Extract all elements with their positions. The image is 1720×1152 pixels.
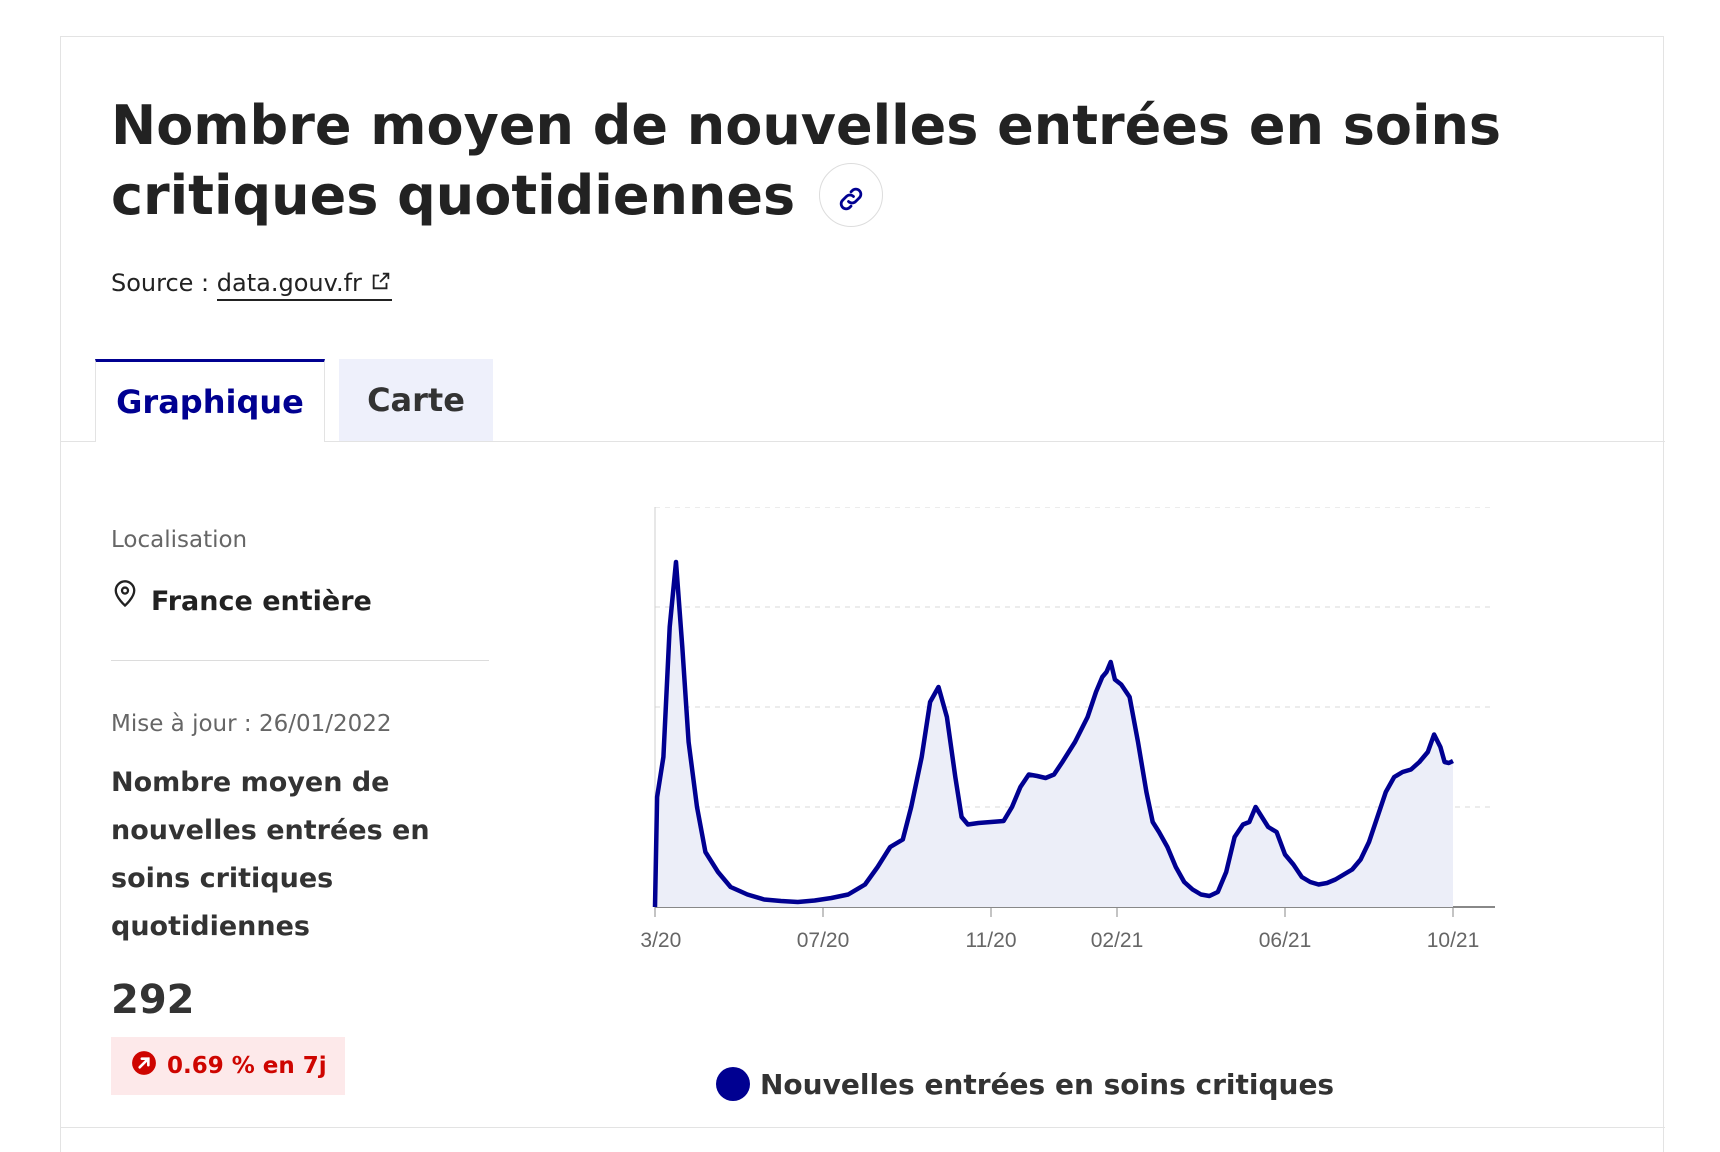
x-tick-label: 06/21 — [1259, 929, 1312, 952]
page-title: Nombre moyen de nouvelles entrées en soi… — [111, 91, 1611, 231]
indicator-card: Nombre moyen de nouvelles entrées en soi… — [60, 36, 1665, 1152]
series-line — [652, 559, 1454, 908]
source-label: Source : — [111, 269, 210, 297]
card-divider — [61, 1127, 1665, 1128]
external-link-icon — [370, 270, 392, 298]
link-icon — [839, 187, 863, 210]
x-tick-label: 07/20 — [797, 929, 850, 952]
legend-label: Nouvelles entrées en soins critiques — [760, 1067, 1335, 1101]
chart-area: 020040060080003/2007/2011/2002/2106/2110… — [602, 497, 1681, 1027]
map-pin-icon — [111, 579, 139, 616]
x-tick-label: 10/21 — [1427, 929, 1480, 952]
source-link-text: data.gouv.fr — [216, 269, 362, 297]
series-area — [655, 562, 1453, 907]
tabs-divider — [61, 441, 1665, 442]
update-date: Mise à jour : 26/01/2022 — [111, 711, 392, 737]
indicator-title: Nombre moyen de nouvelles entrées en soi… — [111, 767, 430, 942]
tab-carte[interactable]: Carte — [339, 359, 493, 441]
x-tick-label: 03/20 — [641, 929, 681, 952]
chart-legend: Nouvelles entrées en soins critiques — [716, 1067, 1334, 1101]
source-line: Source : data.gouv.fr — [111, 269, 392, 301]
divider — [111, 660, 489, 661]
trend-up-icon — [131, 1050, 157, 1082]
trend-text: 0.69 % en 7j — [167, 1053, 327, 1079]
source-link[interactable]: data.gouv.fr — [216, 269, 392, 301]
x-tick-label: 02/21 — [1091, 929, 1144, 952]
location-label: Localisation — [111, 527, 248, 553]
indicator-value: 292 — [111, 977, 195, 1023]
tab-graphique[interactable]: Graphique — [95, 359, 325, 442]
title-text: Nombre moyen de nouvelles entrées en soi… — [111, 94, 1502, 227]
indicator-panel: Localisation France entière Mise à jour … — [111, 527, 501, 1095]
trend-badge: 0.69 % en 7j — [111, 1037, 345, 1095]
copy-link-button[interactable] — [819, 163, 884, 228]
legend-swatch — [716, 1067, 750, 1101]
line-chart: 020040060080003/2007/2011/2002/2106/2110… — [602, 497, 1495, 952]
location-value: France entière — [111, 580, 501, 620]
location-text: France entière — [151, 586, 372, 617]
x-tick-label: 11/20 — [966, 929, 1017, 952]
